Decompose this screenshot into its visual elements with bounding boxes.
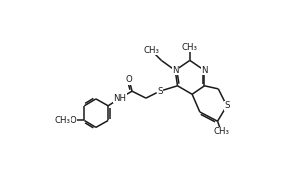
Text: CH₃: CH₃ — [182, 43, 198, 52]
Text: S: S — [224, 101, 230, 110]
Text: NH: NH — [113, 94, 126, 103]
Text: CH₃: CH₃ — [213, 127, 229, 137]
Text: N: N — [201, 66, 208, 75]
Text: CH₃: CH₃ — [55, 116, 71, 125]
Text: S: S — [157, 87, 162, 96]
Text: N: N — [172, 66, 178, 75]
Text: CH₃: CH₃ — [143, 46, 159, 55]
Text: O: O — [69, 116, 76, 125]
Text: O: O — [126, 75, 132, 84]
